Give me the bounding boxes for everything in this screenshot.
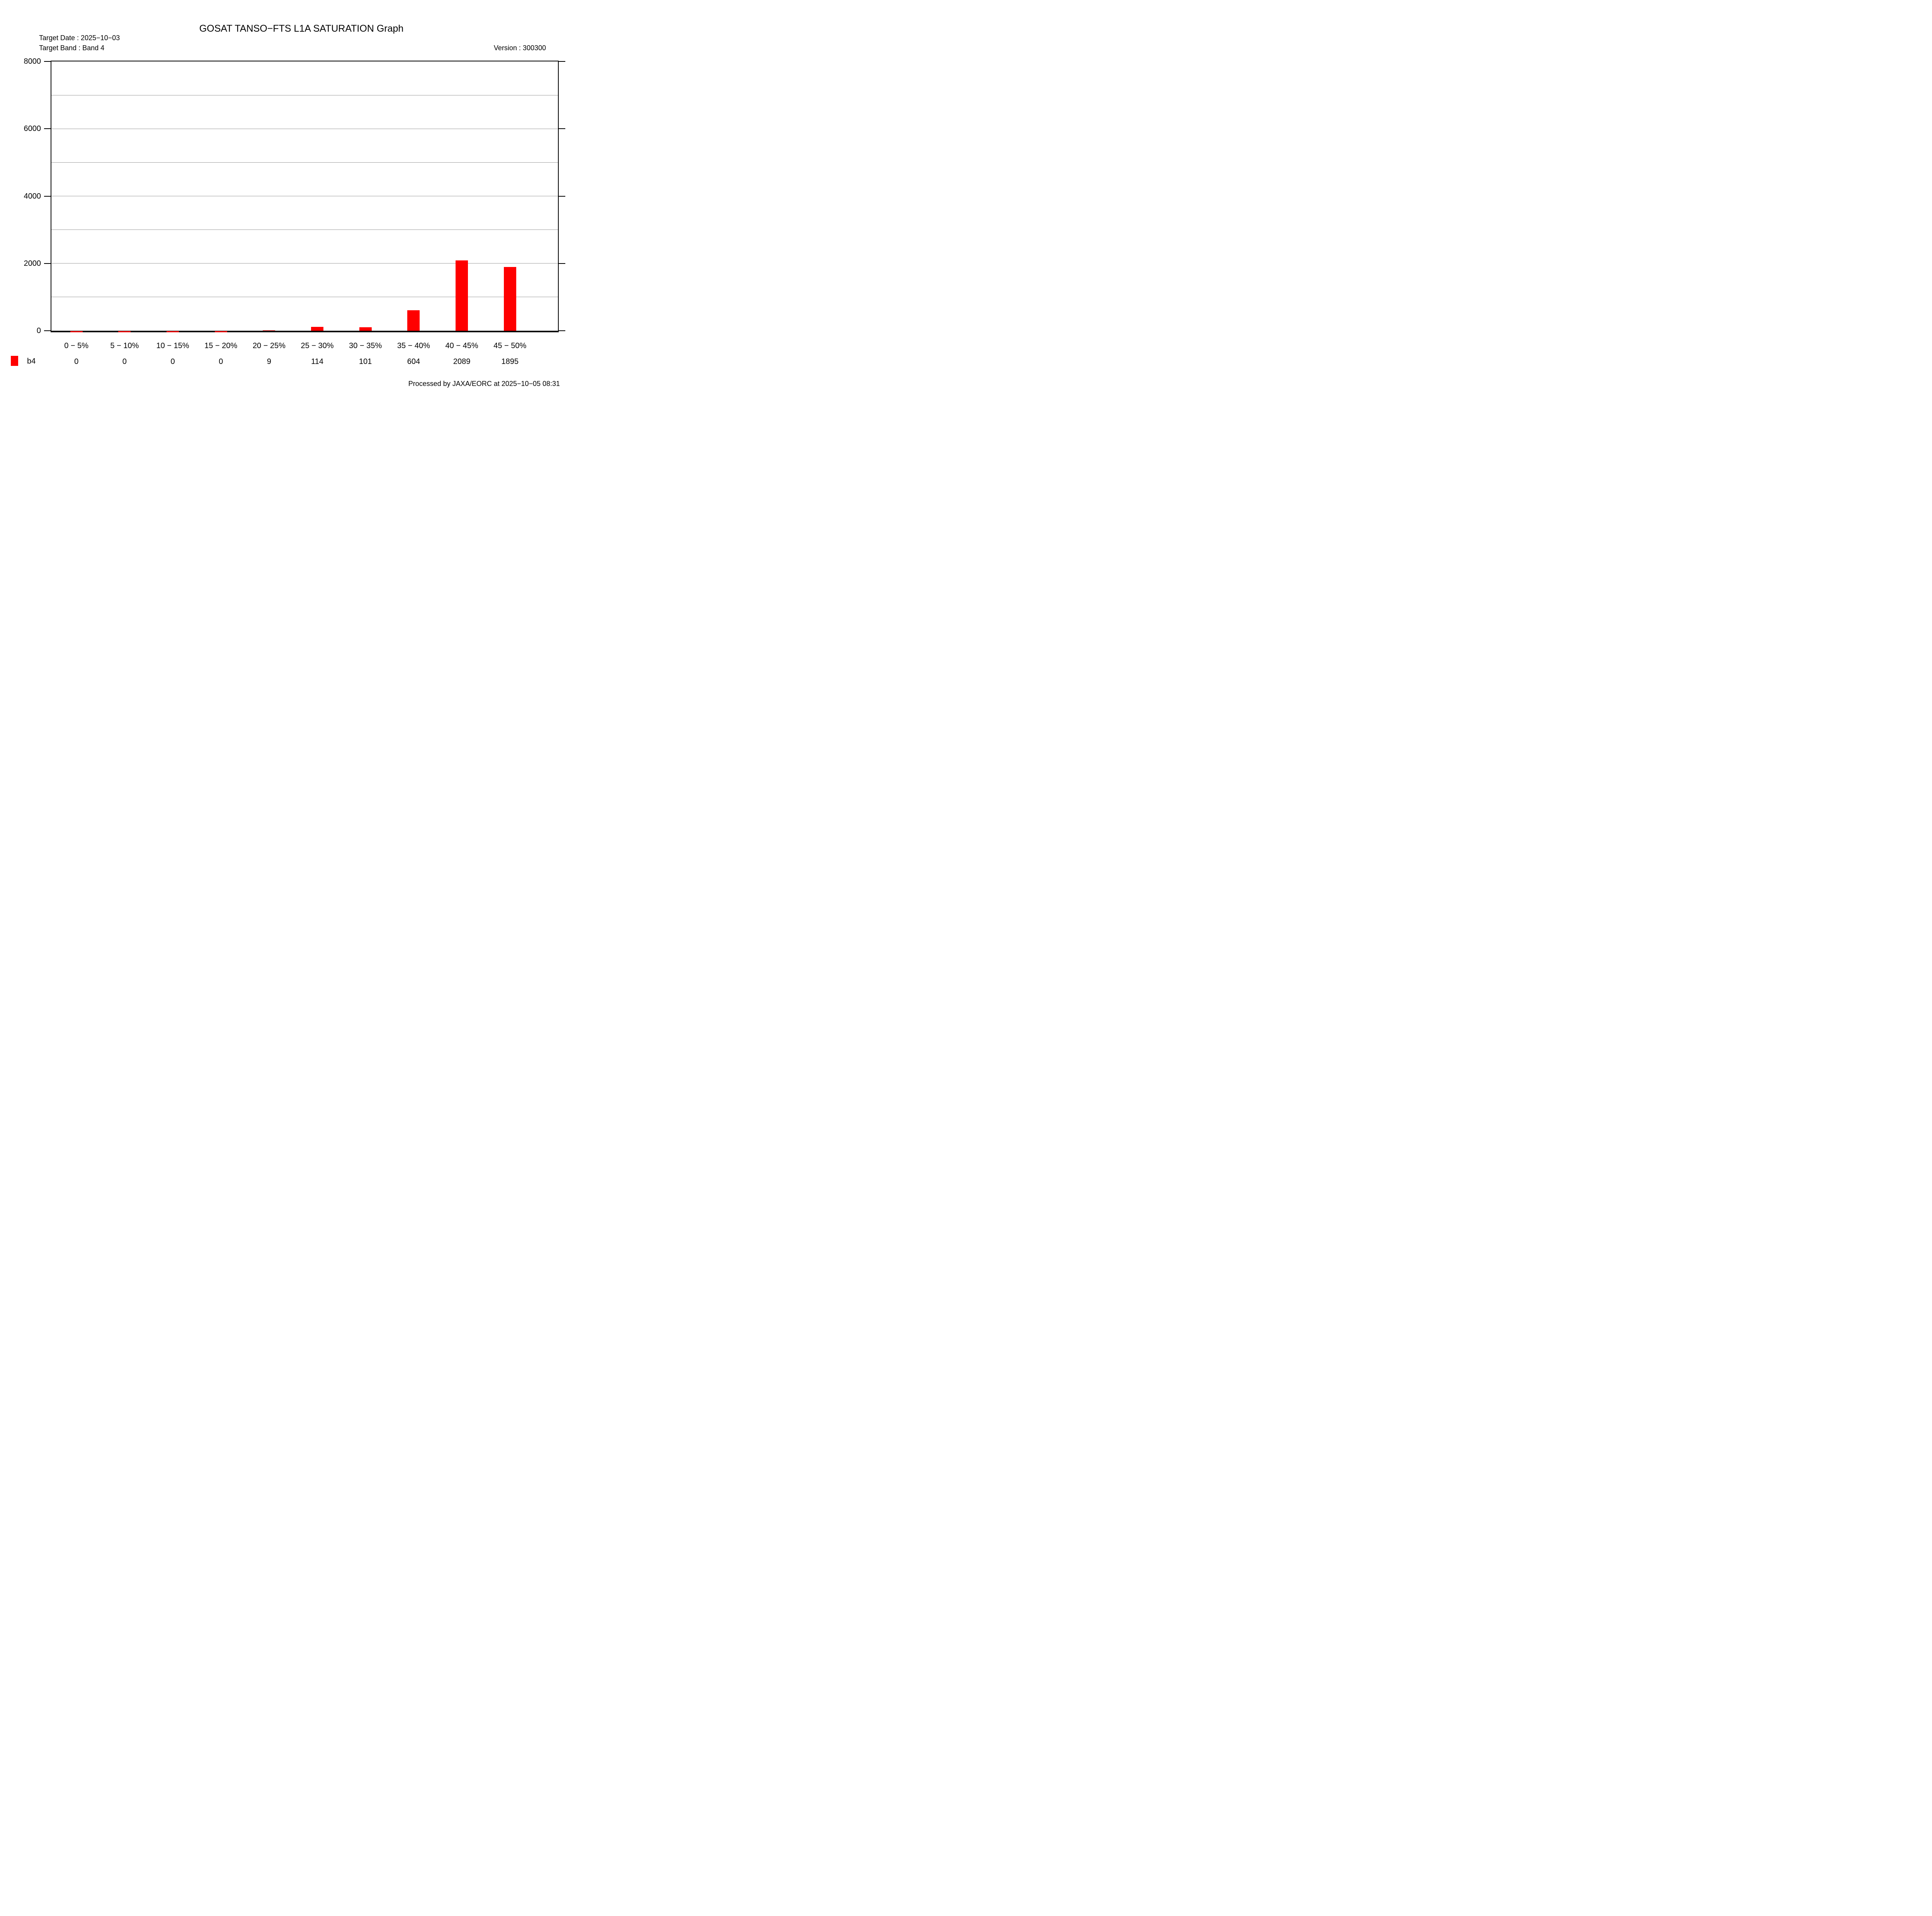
category-label: 20 − 25% [252, 342, 286, 350]
category-label: 30 − 35% [349, 342, 382, 350]
category-label: 0 − 5% [64, 342, 89, 350]
y-gridline [51, 263, 558, 264]
bar-b4-9 [503, 267, 516, 331]
value-label: 2089 [453, 357, 471, 366]
category-label: 10 − 15% [156, 342, 189, 350]
legend-swatch-b4 [11, 356, 18, 366]
legend-label-b4: b4 [27, 357, 36, 366]
y-tick-left [44, 263, 51, 264]
bar-b4-4 [263, 330, 276, 331]
category-label: 25 − 30% [301, 342, 334, 350]
page: GOSAT TANSO−FTS L1A SATURATION Graph Tar… [0, 0, 603, 426]
value-label: 114 [311, 357, 323, 366]
category-label: 40 − 45% [445, 342, 478, 350]
value-label: 0 [74, 357, 79, 366]
bar-b4-6 [359, 327, 372, 331]
bar-b4-2 [167, 331, 179, 332]
y-axis-tick-label: 8000 [24, 57, 41, 66]
y-tick-left [44, 196, 51, 197]
footer-label: Processed by JAXA/EORC at 2025−10−05 08:… [408, 380, 560, 388]
value-label: 9 [267, 357, 271, 366]
y-tick-right [559, 330, 565, 331]
value-label: 0 [219, 357, 223, 366]
bar-b4-7 [407, 310, 420, 331]
bar-b4-3 [214, 331, 227, 332]
y-gridline [51, 162, 558, 163]
value-label: 101 [359, 357, 372, 366]
y-tick-left [44, 330, 51, 331]
value-label: 0 [122, 357, 127, 366]
value-label: 0 [170, 357, 175, 366]
category-label: 45 − 50% [493, 342, 527, 350]
y-tick-left [44, 61, 51, 62]
y-tick-right [559, 128, 565, 129]
bar-b4-1 [118, 331, 131, 332]
y-axis-tick-label: 6000 [24, 124, 41, 133]
y-axis-tick-label: 2000 [24, 259, 41, 268]
value-label: 604 [407, 357, 420, 366]
y-axis-tick-label: 0 [36, 326, 41, 335]
y-tick-right [559, 196, 565, 197]
y-axis-tick-label: 4000 [24, 192, 41, 201]
y-tick-left [44, 128, 51, 129]
value-label: 1895 [501, 357, 519, 366]
y-tick-right [559, 61, 565, 62]
version-label: Version : 300300 [493, 44, 546, 52]
bar-b4-0 [70, 331, 83, 332]
y-tick-right [559, 263, 565, 264]
target-date-label: Target Date : 2025−10−03 [39, 34, 120, 42]
chart-title: GOSAT TANSO−FTS L1A SATURATION Graph [199, 23, 404, 34]
category-label: 35 − 40% [397, 342, 430, 350]
target-band-label: Target Band : Band 4 [39, 44, 105, 52]
category-label: 5 − 10% [110, 342, 139, 350]
plot-area [44, 61, 565, 332]
category-label: 15 − 20% [204, 342, 238, 350]
bar-b4-8 [456, 260, 468, 331]
bar-b4-5 [311, 327, 324, 331]
